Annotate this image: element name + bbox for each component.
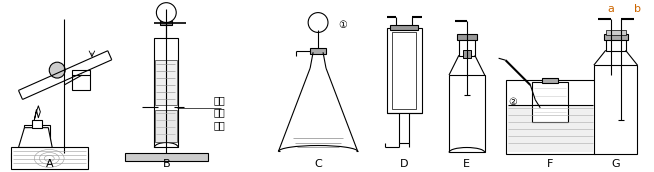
Bar (604, 34, 628, 40)
Bar (24, 125, 50, 147)
Ellipse shape (49, 62, 65, 78)
Text: F: F (547, 159, 553, 169)
Bar (125, 153, 208, 161)
Ellipse shape (156, 3, 176, 23)
Text: ②: ② (508, 97, 517, 107)
Text: 带小
孔的
隔板: 带小 孔的 隔板 (214, 95, 226, 130)
Bar (506, 80, 595, 154)
Text: C: C (314, 159, 322, 169)
Bar (156, 60, 177, 105)
Bar (156, 110, 177, 142)
Bar (463, 50, 471, 58)
Bar (33, 120, 43, 128)
Bar (158, 100, 174, 114)
Bar (594, 65, 638, 154)
Bar (390, 24, 419, 30)
Text: G: G (611, 159, 620, 169)
Bar (606, 38, 626, 51)
Bar (508, 105, 593, 152)
Bar (400, 113, 409, 143)
Text: B: B (162, 159, 170, 169)
Bar (10, 148, 88, 169)
Bar (449, 75, 485, 152)
Bar (532, 82, 568, 122)
Bar (10, 153, 88, 161)
Text: A: A (45, 159, 53, 169)
Ellipse shape (308, 13, 328, 33)
Bar (154, 38, 178, 148)
Text: ①: ① (339, 20, 347, 30)
Bar (72, 70, 90, 90)
Bar (310, 48, 326, 54)
Bar (160, 20, 172, 25)
Text: D: D (400, 159, 409, 169)
Bar (387, 29, 422, 113)
Text: b: b (634, 4, 641, 14)
Polygon shape (18, 128, 52, 148)
Bar (459, 38, 475, 56)
Text: a: a (608, 4, 614, 14)
Text: E: E (464, 159, 470, 169)
Bar (392, 33, 417, 109)
Bar (542, 78, 558, 83)
Bar (457, 34, 477, 40)
Bar (606, 30, 626, 35)
